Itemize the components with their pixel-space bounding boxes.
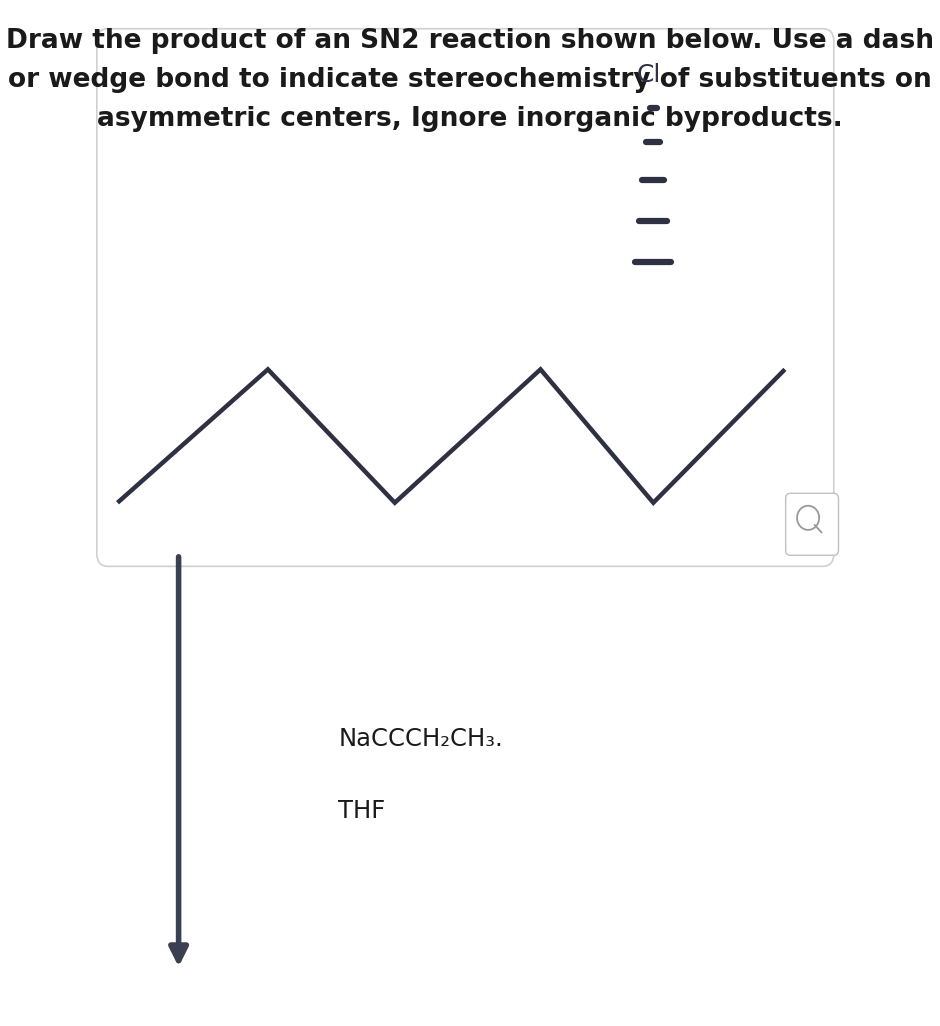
FancyBboxPatch shape — [97, 29, 834, 566]
FancyBboxPatch shape — [786, 494, 838, 555]
Text: THF: THF — [338, 798, 385, 823]
Text: Cl: Cl — [636, 64, 661, 87]
Text: or wedge bond to indicate stereochemistry of substituents on: or wedge bond to indicate stereochemistr… — [8, 67, 932, 93]
Text: NaCCCH₂CH₃.: NaCCCH₂CH₃. — [338, 726, 503, 751]
Text: Draw the product of an SN2 reaction shown below. Use a dash: Draw the product of an SN2 reaction show… — [6, 28, 934, 54]
Text: asymmetric centers, Ignore inorganic byproducts.: asymmetric centers, Ignore inorganic byp… — [97, 106, 843, 132]
